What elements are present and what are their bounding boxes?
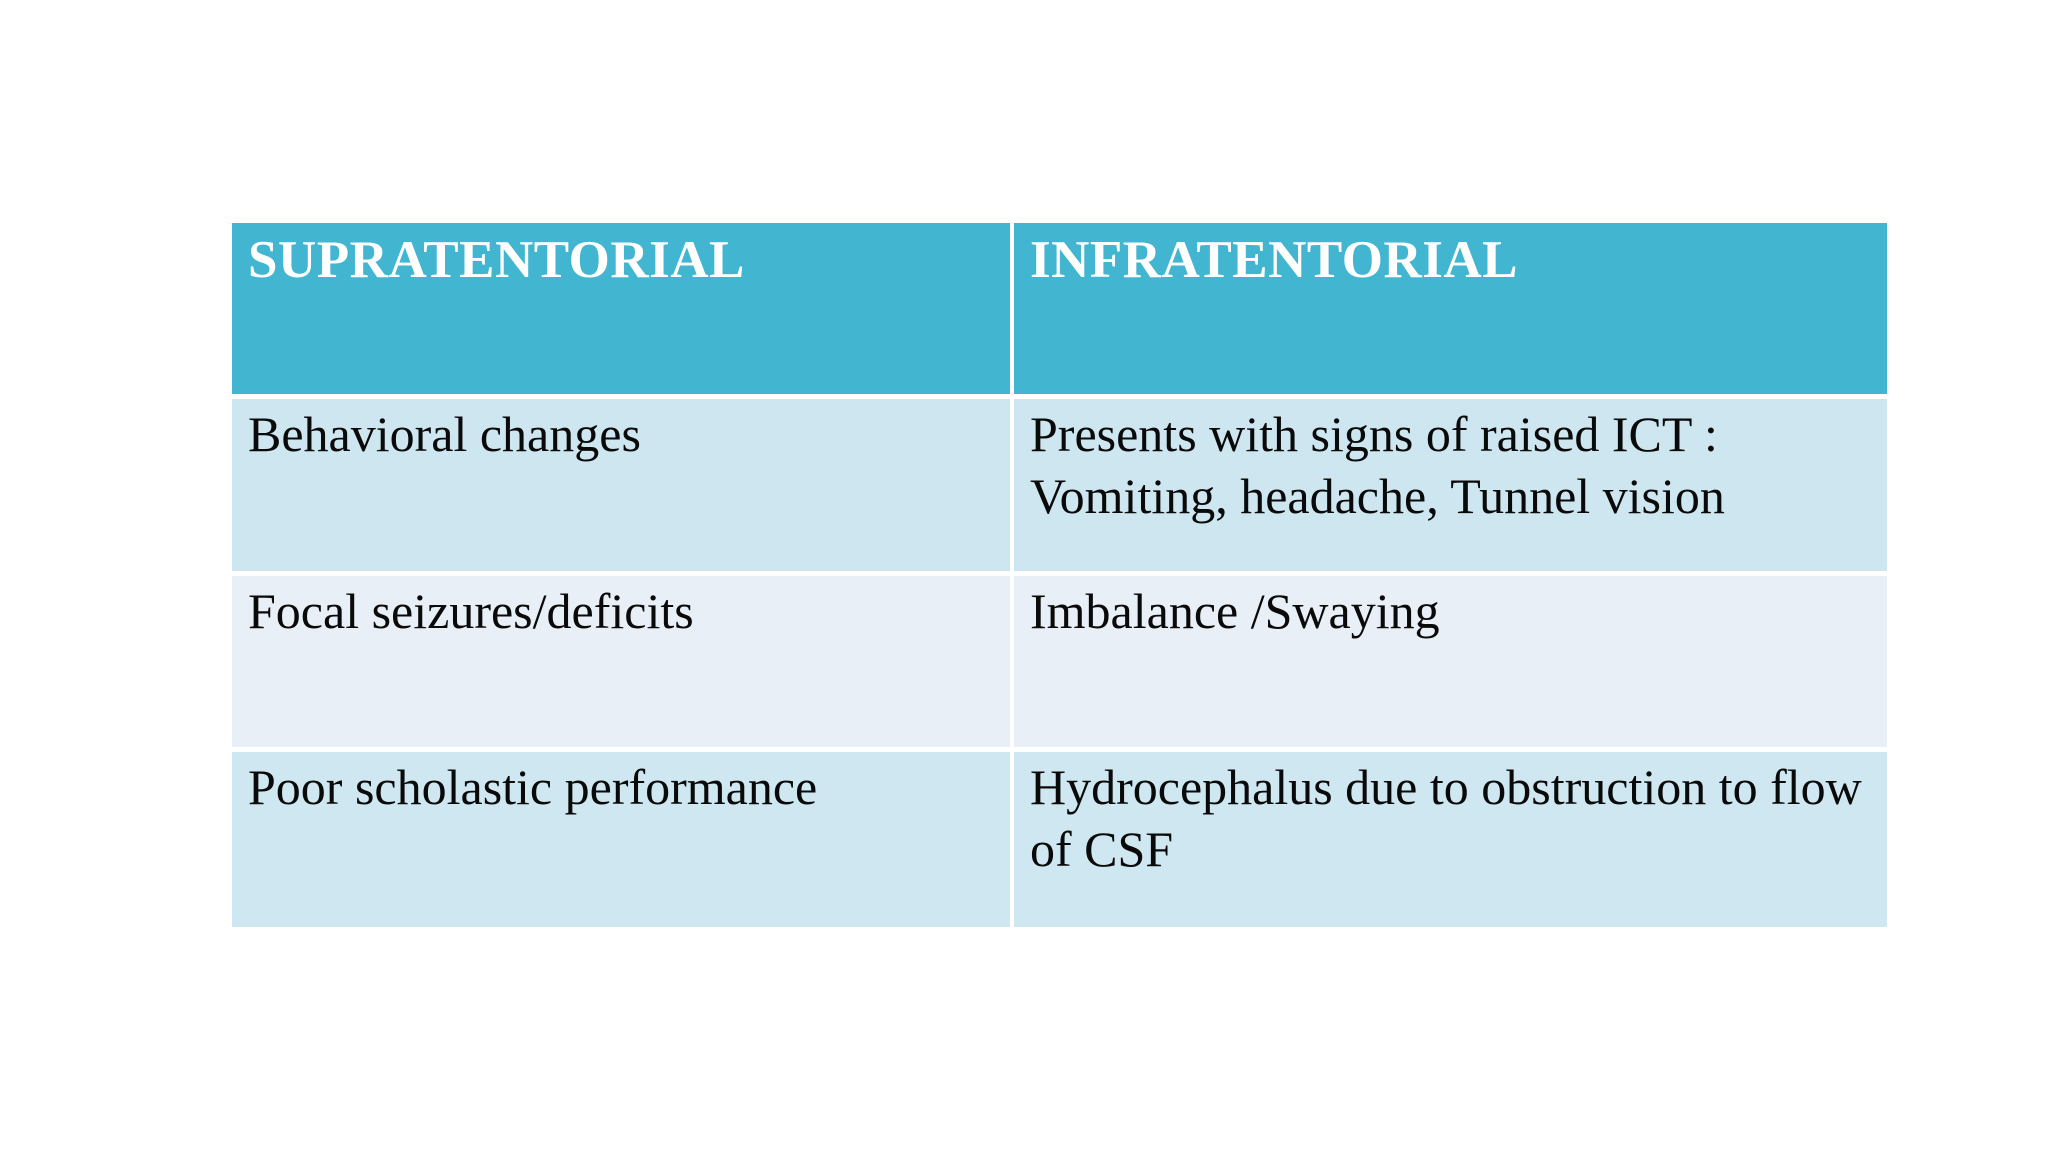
header-cell-infratentorial: INFRATENTORIAL [1014,223,1887,394]
table-cell-infratentorial-raised-ict: Presents with signs of raised ICT : Vomi… [1014,399,1887,571]
table-cell-infratentorial-hydrocephalus: Hydrocephalus due to obstruction to flow… [1014,752,1887,927]
comparison-table: SUPRATENTORIAL INFRATENTORIAL Behavioral… [232,223,1887,927]
table-cell-supratentorial-poor-scholastic: Poor scholastic performance [232,752,1010,927]
table-cell-supratentorial-focal-seizures: Focal seizures/deficits [232,576,1010,747]
table-cell-infratentorial-imbalance: Imbalance /Swaying [1014,576,1887,747]
table-cell-supratentorial-behavioral-changes: Behavioral changes [232,399,1010,571]
header-cell-supratentorial: SUPRATENTORIAL [232,223,1010,394]
